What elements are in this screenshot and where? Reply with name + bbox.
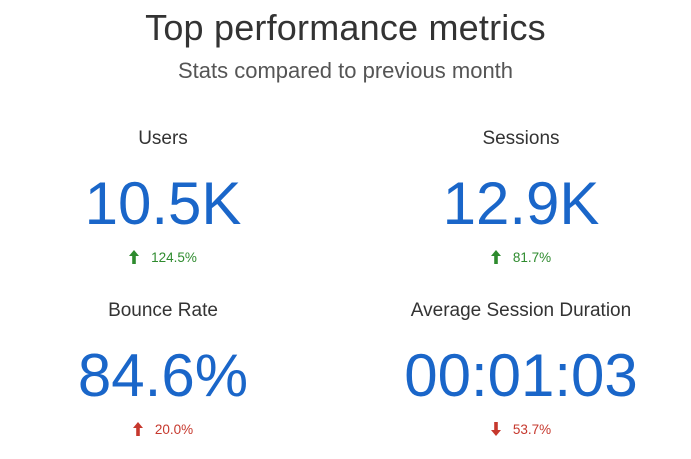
metric-label: Users: [138, 128, 188, 149]
metric-label: Sessions: [482, 128, 560, 149]
metric-label: Bounce Rate: [108, 300, 218, 321]
arrow-up-icon: [132, 422, 143, 436]
metric-change: 124.5%: [3, 249, 323, 267]
arrow-down-icon: [490, 422, 501, 436]
metric-card-sessions: Sessions 12.9K 81.7%: [361, 127, 681, 267]
metric-change-value: 20.0%: [154, 422, 194, 437]
metric-card-average-session-duration: Average Session Duration 00:01:03 53.7%: [361, 299, 681, 439]
metric-change-value: 53.7%: [512, 422, 552, 437]
arrow-up-icon: [490, 250, 501, 264]
page-title: Top performance metrics: [145, 7, 546, 48]
page-subtitle: Stats compared to previous month: [177, 58, 514, 83]
arrow-up-icon: [129, 250, 140, 264]
metric-change-value: 124.5%: [151, 250, 197, 265]
metric-label: Average Session Duration: [410, 300, 632, 321]
metric-change: 20.0%: [3, 421, 323, 439]
metric-change-value: 81.7%: [512, 250, 552, 265]
metric-card-bounce-rate: Bounce Rate 84.6% 20.0%: [3, 299, 323, 439]
metric-card-users: Users 10.5K 124.5%: [3, 127, 323, 267]
metric-value: 10.5K: [84, 170, 242, 237]
metric-value: 00:01:03: [404, 342, 638, 409]
metric-change: 81.7%: [361, 249, 681, 267]
metric-change: 53.7%: [361, 421, 681, 439]
metric-value: 12.9K: [442, 170, 600, 237]
metric-value: 84.6%: [77, 342, 249, 409]
